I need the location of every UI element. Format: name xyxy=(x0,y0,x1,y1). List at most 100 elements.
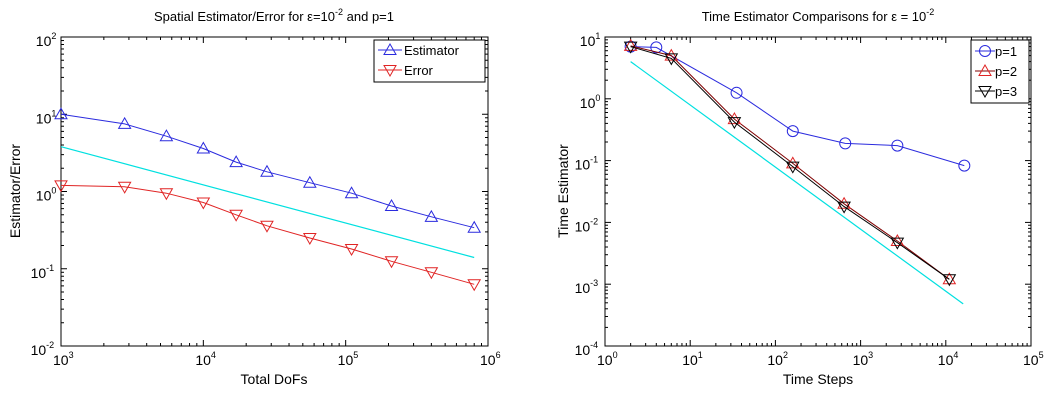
data-point xyxy=(229,209,243,222)
data-point xyxy=(958,159,971,172)
data-point xyxy=(891,139,904,152)
y-tick-label: 102 xyxy=(36,31,57,49)
data-point xyxy=(650,41,663,54)
legend-label: p=3 xyxy=(995,84,1017,99)
legend: p=1 p=2 p=3 xyxy=(970,39,1030,104)
data-point xyxy=(344,186,359,199)
y-axis-label: Time Estimator xyxy=(555,144,571,238)
x-tick-label: 103 xyxy=(53,350,74,368)
series-p-3 xyxy=(623,41,957,287)
x-tick-label: 106 xyxy=(480,350,501,368)
tick-base: 10 xyxy=(580,95,596,111)
x-tick-label: 104 xyxy=(195,350,216,368)
data-point xyxy=(344,244,359,257)
legend-item: p=2 xyxy=(975,63,1017,79)
data-point xyxy=(839,137,852,150)
series-p-1 xyxy=(624,40,971,172)
tick-base: 10 xyxy=(853,352,869,368)
data-point xyxy=(664,53,679,66)
data-point xyxy=(54,107,68,120)
tick-base: 10 xyxy=(195,352,211,368)
data-point xyxy=(837,201,851,214)
spatial-chart: Spatial Estimator/Error for ε=10-2 and p… xyxy=(7,7,501,387)
tick-base: 10 xyxy=(575,280,591,296)
legend-marker xyxy=(383,42,397,55)
series-reference-slope xyxy=(60,146,475,259)
data-point xyxy=(424,209,439,222)
data-point xyxy=(730,86,743,99)
reference-line xyxy=(60,146,475,259)
tick-base: 10 xyxy=(575,342,591,358)
tick-exponent: -1 xyxy=(46,263,54,273)
data-point xyxy=(623,38,638,51)
legend-label: p=1 xyxy=(995,44,1017,59)
tick-exponent: 1 xyxy=(51,108,56,118)
data-point xyxy=(785,156,800,169)
data-point xyxy=(260,164,274,177)
tick-base: 10 xyxy=(31,265,47,281)
data-point xyxy=(302,175,317,188)
legend-label: Error xyxy=(404,63,434,78)
tick-exponent: 0 xyxy=(51,186,56,196)
series-reference-slope xyxy=(630,61,964,305)
tick-base: 10 xyxy=(480,352,496,368)
series-line xyxy=(60,113,475,229)
y-tick-label: 100 xyxy=(580,93,601,111)
y-tick-label: 10-2 xyxy=(31,340,55,358)
data-point xyxy=(302,233,317,246)
time-chart: Time Estimator Comparisons for ε = 10-2 … xyxy=(555,7,1044,387)
data-point xyxy=(890,237,905,250)
y-tick-label: 101 xyxy=(580,31,601,49)
tick-exponent: 1 xyxy=(595,31,600,41)
plot-area xyxy=(60,36,489,347)
tick-base: 10 xyxy=(36,110,52,126)
legend-marker xyxy=(979,45,991,57)
tick-base: 10 xyxy=(575,157,591,173)
legend: Estimator Error xyxy=(373,39,486,83)
plot-area xyxy=(604,36,1032,347)
tick-exponent: 3 xyxy=(868,350,873,360)
y-tick-label: 100 xyxy=(36,186,57,204)
series-estimator xyxy=(54,107,482,233)
tick-exponent: 3 xyxy=(69,350,74,360)
tick-exponent: 0 xyxy=(613,350,618,360)
tick-base: 10 xyxy=(682,352,698,368)
series-line xyxy=(630,46,950,280)
series-line xyxy=(60,184,475,285)
tick-exponent: 0 xyxy=(595,93,600,103)
tick-exponent: 5 xyxy=(353,350,358,360)
legend-label: Estimator xyxy=(404,43,460,58)
data-point xyxy=(623,41,638,54)
x-tick-label: 105 xyxy=(1023,350,1044,368)
data-point xyxy=(54,180,68,193)
tick-base: 10 xyxy=(1023,352,1039,368)
x-axis-label: Total DoFs xyxy=(241,371,308,387)
y-tick-label: 10-1 xyxy=(575,155,599,173)
tick-base: 10 xyxy=(580,33,596,49)
legend-label: p=2 xyxy=(995,64,1017,79)
data-point xyxy=(159,188,174,201)
y-tick-label: 10-4 xyxy=(575,340,599,358)
x-axis-label: Time Steps xyxy=(783,371,853,387)
tick-base: 10 xyxy=(575,218,591,234)
data-point xyxy=(837,196,851,209)
legend-item: p=1 xyxy=(975,44,1017,59)
data-point xyxy=(942,272,957,285)
data-point xyxy=(942,274,957,287)
tick-exponent: 2 xyxy=(783,350,788,360)
legend-box xyxy=(373,39,486,83)
y-tick-label: 101 xyxy=(36,108,57,126)
chart-title: Time Estimator Comparisons for ε = 10-2 xyxy=(702,7,935,24)
data-point xyxy=(117,116,132,129)
tick-base: 10 xyxy=(767,352,783,368)
series-error xyxy=(54,180,482,292)
data-point xyxy=(467,279,482,292)
data-point xyxy=(196,141,211,154)
tick-exponent: 2 xyxy=(51,31,56,41)
x-tick-label: 104 xyxy=(938,350,959,368)
legend-item: Estimator xyxy=(378,42,460,58)
tick-base: 10 xyxy=(597,352,613,368)
x-tick-label: 103 xyxy=(853,350,874,368)
data-point xyxy=(384,256,399,269)
tick-base: 10 xyxy=(53,352,69,368)
